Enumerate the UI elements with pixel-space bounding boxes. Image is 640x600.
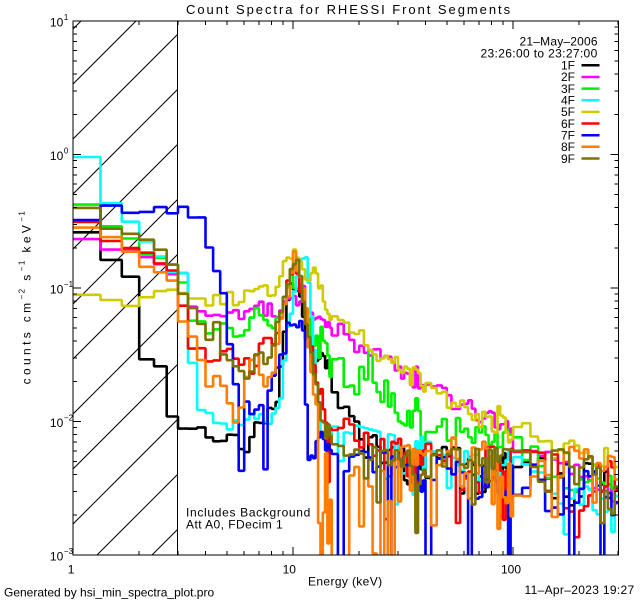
svg-text:4F: 4F [561,94,575,108]
svg-text:2F: 2F [561,70,575,84]
svg-text:10: 10 [50,283,64,297]
svg-text:23:26:00 to 23:27:00: 23:26:00 to 23:27:00 [481,47,598,61]
svg-text:10: 10 [283,563,297,577]
svg-text:−1: −1 [64,280,74,289]
svg-text:−3: −3 [64,547,74,556]
svg-text:10: 10 [50,416,64,430]
svg-text:−2: −2 [64,414,74,423]
svg-text:1: 1 [64,13,69,22]
svg-text:8F: 8F [561,140,575,154]
svg-text:5F: 5F [561,105,575,119]
svg-text:Includes Background: Includes Background [186,506,311,520]
svg-text:0: 0 [64,147,69,156]
svg-text:Att A0, FDecim 1: Att A0, FDecim 1 [186,518,283,532]
svg-text:Generated by hsi_min_spectra_p: Generated by hsi_min_spectra_plot.pro [4,586,214,600]
svg-text:9F: 9F [561,152,575,166]
svg-text:Energy (keV): Energy (keV) [308,575,382,589]
svg-text:6F: 6F [561,117,575,131]
svg-text:counts cm−2 s−1 keV−1: counts cm−2 s−1 keV−1 [18,210,34,385]
svg-text:3F: 3F [561,82,575,96]
svg-text:1F: 1F [561,59,575,73]
svg-text:10: 10 [50,149,64,163]
svg-text:100: 100 [501,563,521,577]
svg-text:7F: 7F [561,129,575,143]
svg-text:10: 10 [50,16,64,30]
svg-text:1: 1 [68,563,75,577]
svg-text:11–Apr–2023 19:27: 11–Apr–2023 19:27 [525,583,635,597]
svg-text:Count Spectra for RHESSI Front: Count Spectra for RHESSI Front Segments [186,2,512,17]
svg-text:10: 10 [50,550,64,564]
svg-text:21–May–2006: 21–May–2006 [520,35,598,49]
